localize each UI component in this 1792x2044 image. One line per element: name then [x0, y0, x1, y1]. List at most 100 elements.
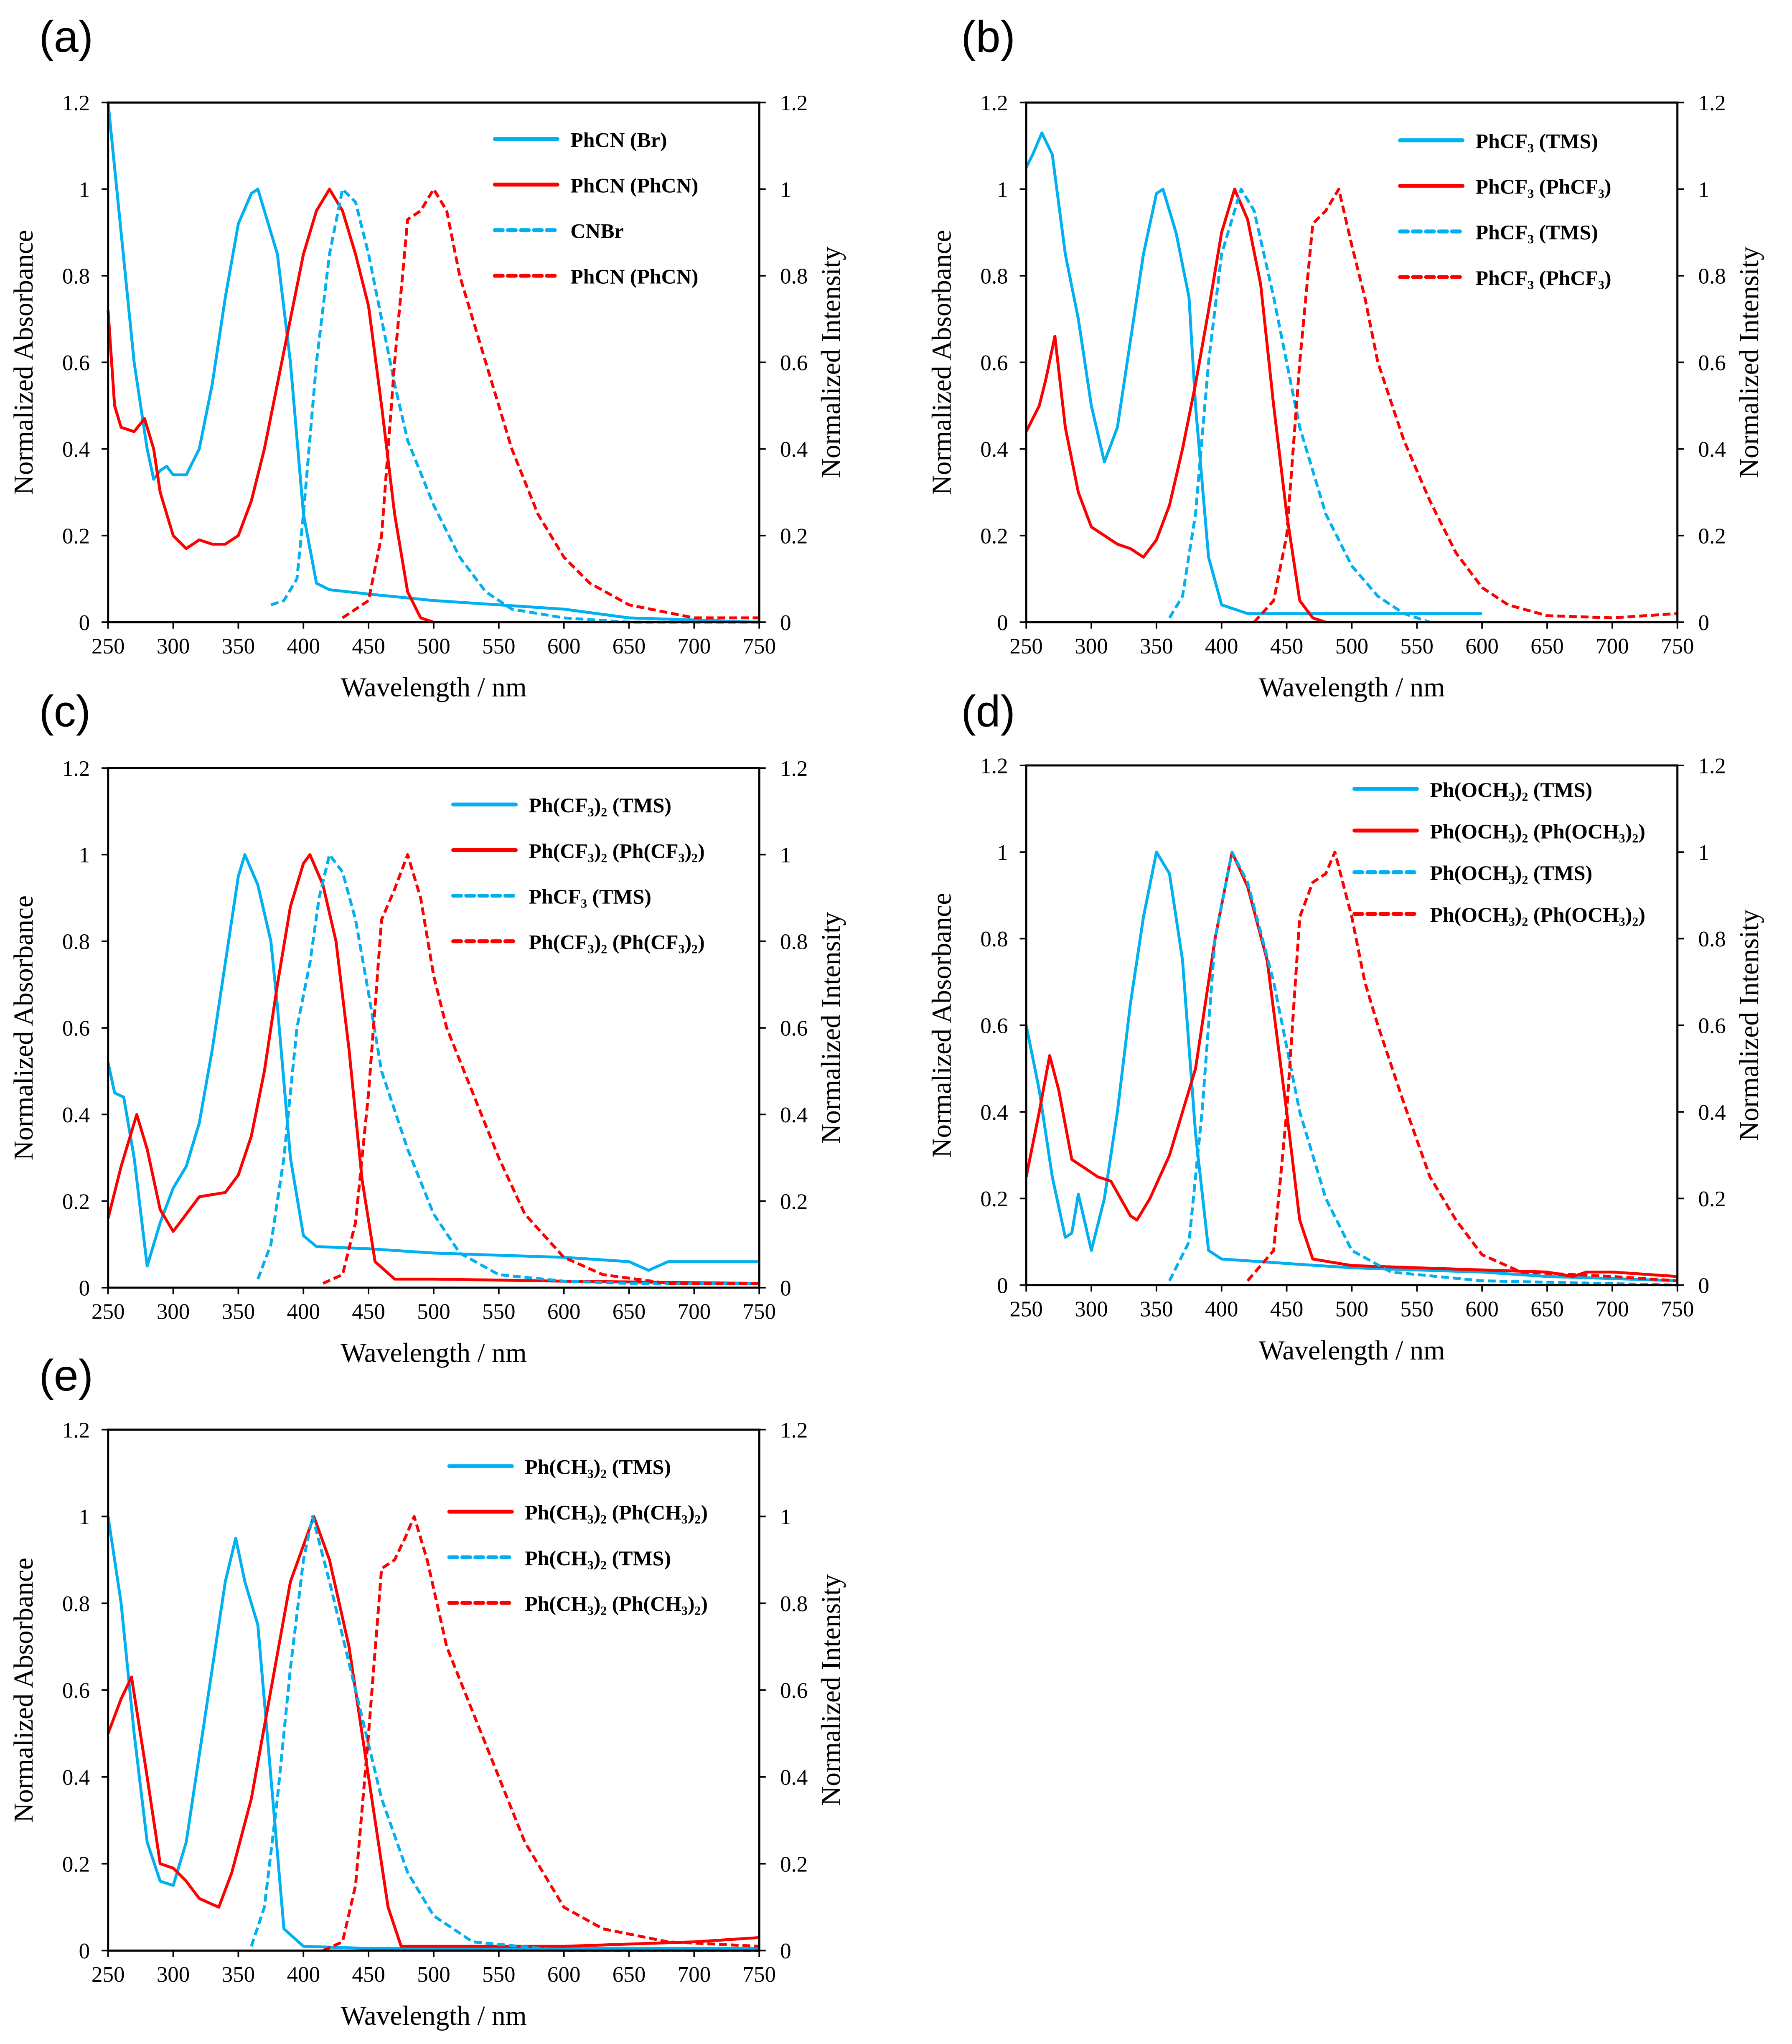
y2-tick-label: 1 [1698, 178, 1709, 202]
series-line-1 [1025, 188, 1327, 624]
y2-tick-label: 0.8 [780, 264, 808, 289]
y2-tick-label: 1.2 [780, 757, 808, 781]
y2-tick-label: 0.4 [780, 1103, 808, 1127]
legend-label: Ph(CH₃)₂ (TMS) [525, 1456, 671, 1479]
x-tick-label: 300 [1075, 1297, 1108, 1321]
x-tick-label: 400 [1205, 634, 1238, 658]
series-line-3 [322, 1515, 760, 1952]
panel-label: (b) [961, 12, 1015, 61]
y2-tick-label: 0.4 [1698, 437, 1726, 462]
y2-axis-label: Normalized Intensity [1734, 247, 1764, 478]
y2-tick-label: 0.6 [1698, 351, 1726, 375]
x-tick-label: 250 [92, 634, 125, 658]
x-tick-label: 750 [1661, 634, 1694, 658]
x-tick-label: 600 [547, 634, 580, 658]
legend: PhCN (Br) PhCN (PhCN) CNBr PhCN (PhCN) [493, 128, 698, 288]
legend-label: Ph(OCH₃)₂ (TMS) [1430, 778, 1592, 801]
x-tick-label: 650 [1530, 1297, 1563, 1321]
x-tick-label: 700 [678, 1300, 711, 1324]
series-line-1 [107, 188, 435, 624]
x-tick-label: 500 [417, 1300, 450, 1324]
x-tick-label: 700 [678, 634, 711, 658]
x-tick-label: 750 [742, 634, 775, 658]
legend-label: PhCF₃ (PhCF₃) [1476, 267, 1612, 290]
x-tick-label: 650 [613, 634, 646, 658]
y2-axis-label: Normalized Intensity [816, 1574, 846, 1806]
x-tick-label: 550 [482, 1300, 515, 1324]
legend-label: Ph(CH₃)₂ (Ph(CH₃)₂) [525, 1501, 708, 1524]
x-tick-label: 400 [1205, 1297, 1238, 1321]
y-tick-label: 1.2 [62, 91, 90, 115]
legend-label: Ph(CF₃)₂ (Ph(CF₃)₂) [529, 839, 705, 862]
x-tick-label: 300 [1075, 634, 1108, 658]
y2-tick-label: 0.8 [780, 930, 808, 954]
panel-label: (e) [39, 1351, 94, 1400]
y-tick-label: 0 [79, 1276, 90, 1301]
x-tick-label: 550 [482, 1963, 515, 1987]
legend-label: PhCF₃ (TMS) [529, 885, 651, 908]
x-axis-label: Wavelength / nm [1259, 673, 1445, 703]
x-tick-label: 300 [157, 634, 190, 658]
series-line-0 [107, 1516, 760, 1950]
x-tick-label: 550 [1401, 634, 1434, 658]
x-tick-label: 400 [287, 634, 320, 658]
y-tick-label: 1 [79, 178, 90, 202]
y2-tick-label: 0.8 [780, 1592, 808, 1616]
x-tick-label: 650 [613, 1963, 646, 1987]
x-tick-label: 750 [742, 1300, 775, 1324]
y-axis-label: Normalized Absorbance [9, 1558, 39, 1823]
legend-label: PhCN (PhCN) [570, 174, 698, 197]
legend-label: Ph(CH₃)₂ (Ph(CH₃)₂) [525, 1592, 708, 1615]
y-tick-label: 0.8 [62, 1592, 90, 1616]
x-tick-label: 500 [417, 634, 450, 658]
x-tick-label: 300 [157, 1963, 190, 1987]
legend-label: CNBr [570, 220, 623, 243]
x-tick-label: 350 [1140, 634, 1173, 658]
x-tick-label: 250 [92, 1300, 125, 1324]
y-tick-label: 0.2 [62, 524, 90, 549]
legend: Ph(CF₃)₂ (TMS) Ph(CF₃)₂ (Ph(CF₃)₂) PhCF₃ (… [451, 794, 705, 953]
y2-tick-label: 0 [780, 1939, 791, 1963]
x-tick-label: 750 [1661, 1297, 1694, 1321]
y-axis-label: Normalized Absorbance [9, 230, 39, 495]
x-tick-label: 250 [92, 1963, 125, 1987]
x-tick-label: 700 [678, 1963, 711, 1987]
y-tick-label: 0.2 [980, 524, 1008, 549]
x-tick-label: 450 [1270, 1297, 1303, 1321]
y-tick-label: 0.8 [980, 927, 1008, 951]
panel-label: (d) [961, 686, 1015, 736]
y2-tick-label: 1.2 [1698, 91, 1726, 115]
y2-tick-label: 0 [780, 611, 791, 635]
x-tick-label: 350 [222, 1963, 255, 1987]
x-tick-label: 450 [352, 1300, 385, 1324]
y2-tick-label: 1 [780, 843, 791, 867]
legend-label: PhCF₃ (TMS) [1476, 221, 1598, 244]
x-tick-label: 750 [742, 1963, 775, 1987]
y-tick-label: 0.8 [980, 264, 1008, 289]
series-line-2 [1168, 188, 1431, 624]
x-tick-label: 600 [1465, 634, 1498, 658]
legend-label: Ph(CF₃)₂ (Ph(CF₃)₂) [529, 930, 705, 953]
y-tick-label: 0.6 [62, 1679, 90, 1703]
y-axis-label: Normalized Absorbance [9, 895, 39, 1160]
y2-tick-label: 0.2 [780, 524, 808, 549]
y-tick-label: 1.2 [980, 91, 1008, 115]
y-tick-label: 1 [79, 843, 90, 867]
y2-tick-label: 0.2 [1698, 1187, 1726, 1211]
x-tick-label: 450 [352, 634, 385, 658]
x-axis-label: Wavelength / nm [341, 673, 526, 703]
y2-tick-label: 0.2 [780, 1190, 808, 1214]
y2-axis-label: Normalized Intensity [1734, 909, 1764, 1141]
x-axis-label: Wavelength / nm [341, 1338, 526, 1368]
x-tick-label: 500 [1335, 634, 1368, 658]
y-tick-label: 1.2 [62, 1418, 90, 1442]
series-line-1 [107, 853, 760, 1285]
series-line-3 [341, 188, 760, 620]
x-tick-label: 700 [1596, 1297, 1629, 1321]
x-tick-label: 400 [287, 1300, 320, 1324]
y-tick-label: 1 [79, 1505, 90, 1529]
y-tick-label: 0.4 [62, 1103, 90, 1127]
